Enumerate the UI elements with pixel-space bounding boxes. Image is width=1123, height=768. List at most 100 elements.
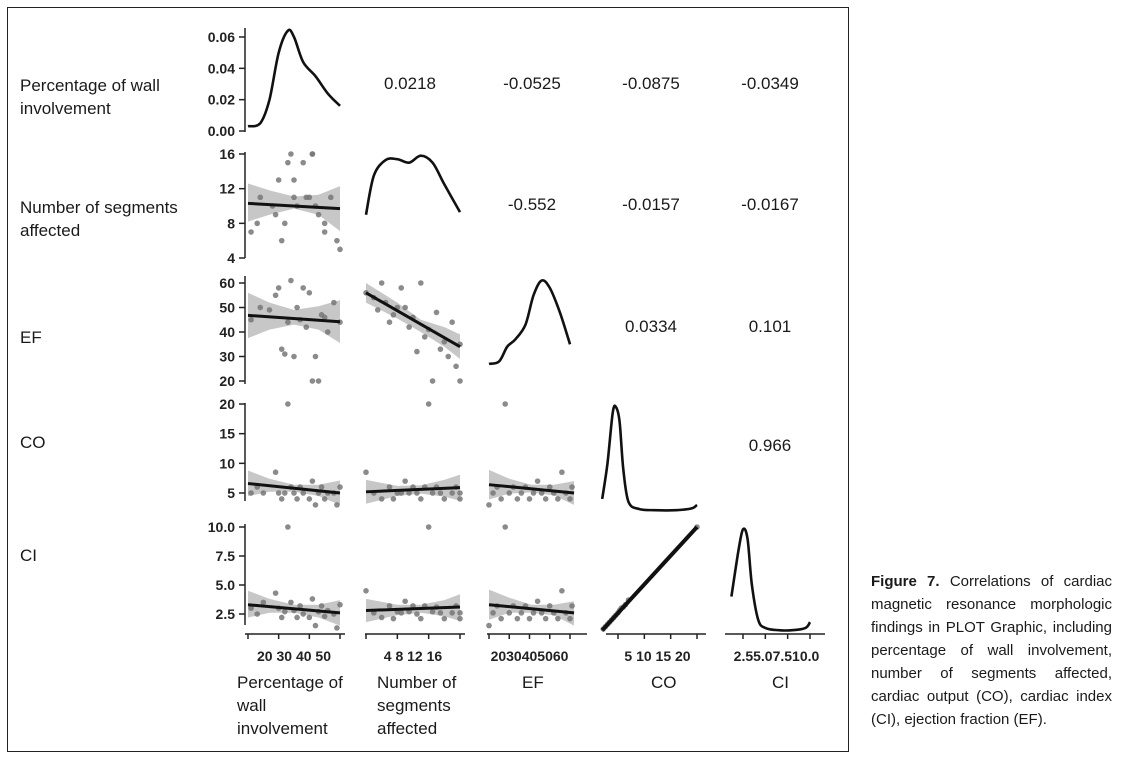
data-point (526, 615, 533, 622)
y-tick-label: 40 (219, 324, 235, 340)
pairs-plot-matrix: 0.000.020.040.06481216203040506051015202… (208, 28, 825, 664)
data-point (297, 603, 303, 609)
data-point (449, 490, 455, 496)
data-point (272, 292, 279, 299)
data-point (542, 496, 549, 502)
data-point (272, 590, 279, 596)
data-point (386, 603, 393, 609)
data-point (374, 307, 381, 313)
col-label-segments-affected: Number of segments affected (377, 673, 457, 738)
data-point (457, 496, 463, 502)
data-point (282, 351, 288, 357)
data-point (288, 277, 294, 284)
correlation-value-r2-c4: 0.101 (749, 317, 792, 336)
data-point (457, 610, 463, 616)
row-label-co: CO (20, 433, 46, 452)
data-point (555, 615, 561, 622)
data-point (303, 324, 310, 330)
data-point (334, 625, 340, 631)
data-point (534, 598, 541, 605)
caption-label: Figure 7. (871, 573, 940, 590)
data-point (406, 324, 412, 330)
data-point (272, 211, 279, 218)
data-point (398, 285, 405, 291)
data-point (282, 220, 288, 227)
fit-line-r4-c0 (247, 603, 341, 615)
data-point (312, 353, 319, 360)
data-point (254, 611, 260, 617)
data-point (559, 588, 565, 594)
data-point (538, 490, 545, 496)
y-tick-label: 20 (219, 373, 235, 389)
data-point (260, 599, 267, 606)
data-point (453, 363, 459, 370)
data-point (315, 211, 322, 218)
data-point (498, 615, 504, 622)
correlation-value-r0-c3: -0.0875 (622, 74, 680, 93)
y-tick-label: 5.0 (216, 577, 236, 593)
data-point (318, 484, 325, 490)
density-curve-0 (247, 28, 341, 128)
data-point (506, 490, 513, 496)
data-point (294, 614, 300, 621)
y-tick-label: 0.06 (208, 29, 235, 45)
correlation-value-r3-c4: 0.966 (749, 436, 792, 455)
data-point (291, 194, 297, 201)
data-point (309, 378, 316, 384)
fit-line-r4-c2 (488, 603, 575, 615)
data-point (260, 490, 267, 496)
correlation-value-r2-c3: 0.0334 (625, 317, 677, 336)
caption-text: Correlations of cardiac magnetic resonan… (871, 573, 1112, 728)
x-tick-label: 5 10 15 20 (624, 648, 690, 664)
data-point (378, 280, 385, 286)
data-point (559, 469, 565, 476)
data-point (449, 319, 455, 326)
data-point (337, 246, 343, 253)
data-point (300, 285, 307, 291)
data-point (538, 610, 545, 616)
data-point (275, 490, 282, 496)
data-point (506, 610, 513, 616)
data-point (402, 478, 408, 484)
data-point (502, 524, 509, 530)
data-point (398, 610, 405, 616)
y-tick-label: 50 (219, 300, 235, 316)
data-point (414, 490, 420, 496)
data-point (321, 314, 328, 321)
correlation-value-r0-c1: 0.0218 (384, 74, 436, 93)
data-point (266, 307, 273, 313)
data-point (363, 469, 369, 476)
data-point (518, 490, 525, 496)
data-point (278, 496, 285, 502)
data-point (324, 329, 331, 335)
data-point (378, 496, 385, 502)
data-point (418, 615, 424, 622)
data-point (441, 339, 448, 345)
data-point (457, 490, 463, 496)
correlation-value-r0-c4: -0.0349 (741, 74, 799, 93)
col-label-wall-involvement: Percentage of wall involvement (237, 673, 343, 738)
density-curve-1 (364, 154, 462, 215)
data-point (312, 502, 319, 508)
density-curve-2 (488, 279, 572, 366)
data-point (429, 608, 436, 615)
data-point (294, 496, 300, 502)
data-point (402, 598, 408, 605)
correlation-value-r0-c2: -0.0525 (503, 74, 561, 93)
y-tick-label: 15 (219, 426, 235, 442)
correlation-value-r1-c4: -0.0167 (741, 195, 799, 214)
data-point (437, 346, 444, 352)
data-point (445, 353, 452, 360)
x-tick-label: 2.55.07.510.0 (734, 648, 820, 664)
data-point (337, 484, 343, 490)
y-tick-label: 2.5 (216, 606, 236, 622)
x-tick-label: 20 30 40 50 (257, 648, 331, 664)
data-point (378, 614, 385, 621)
data-point (390, 312, 397, 318)
data-point (546, 484, 553, 490)
fit-line-r2-c0 (247, 313, 341, 324)
data-point (312, 622, 319, 629)
data-point (300, 490, 307, 496)
data-point (567, 496, 573, 502)
row-label-segments-affected: Number of segments affected (20, 198, 178, 240)
